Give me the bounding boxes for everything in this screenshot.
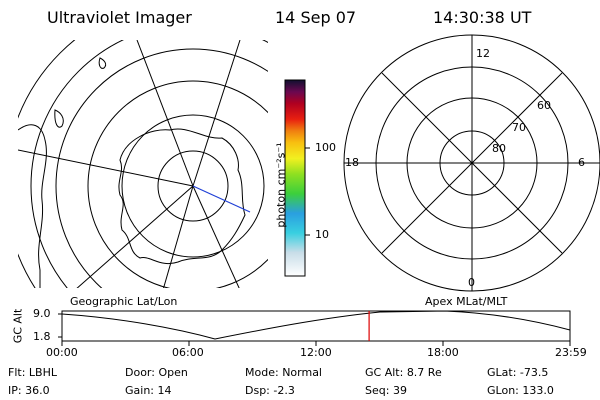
altitude-curve <box>61 310 571 340</box>
coastline <box>18 124 47 288</box>
y-tick-label-9: 9.0 <box>33 307 51 320</box>
observation-date: 14 Sep 07 <box>275 8 357 27</box>
info-ip: IP: 36.0 <box>8 384 50 397</box>
info-glat: GLat: -73.5 <box>487 366 549 379</box>
mlt-label-6: 6 <box>578 156 585 169</box>
x-tick-label: 00:00 <box>46 346 78 359</box>
lat-circle <box>30 40 268 288</box>
mlt-label-18: 18 <box>345 156 359 169</box>
y-tick-label-1.8: 1.8 <box>33 330 51 343</box>
x-tick-label: 18:00 <box>427 346 459 359</box>
lat-circle <box>121 114 265 258</box>
meridian-line <box>192 185 240 288</box>
x-tick-label: 12:00 <box>300 346 332 359</box>
mlt-label-0: 0 <box>468 276 475 289</box>
info-door: Door: Open <box>125 366 188 379</box>
instrument-title: Ultraviolet Imager <box>47 8 192 27</box>
colorbar-unit: photon cm⁻²s⁻¹ <box>274 142 288 228</box>
meridian-line <box>136 40 194 187</box>
mlt-line <box>381 72 563 254</box>
x-tick-label: 06:00 <box>172 346 204 359</box>
info-glon: GLon: 133.0 <box>487 384 554 397</box>
island-outline <box>54 109 64 128</box>
sub-satellite-track <box>192 185 251 213</box>
meridian-line <box>163 185 194 288</box>
info-flt: Flt: LBHL <box>8 366 57 379</box>
apex-label: Apex MLat/MLT <box>425 295 508 308</box>
info-mode: Mode: Normal <box>245 366 322 379</box>
mlat-label-80: 80 <box>492 142 506 155</box>
info-seq: Seq: 39 <box>365 384 407 397</box>
observation-time: 14:30:38 UT <box>433 8 532 27</box>
meridian-line <box>76 185 194 288</box>
altitude-axis-label: GC Alt <box>11 308 25 344</box>
antarctica-coastline <box>118 128 246 264</box>
x-tick-label: 23:59 <box>555 346 587 359</box>
geographic-label: Geographic Lat/Lon <box>70 295 178 308</box>
mlat-label-70: 70 <box>512 121 526 134</box>
info-gc-alt: GC Alt: 8.7 Re <box>365 366 442 379</box>
colorbar-label-10: 10 <box>315 228 329 241</box>
mlat-label-60: 60 <box>537 99 551 112</box>
meridian-line <box>192 40 241 187</box>
intensity-colorbar <box>284 79 306 277</box>
island-outline <box>98 57 107 69</box>
colorbar-label-100: 100 <box>315 141 336 154</box>
info-dsp: Dsp: -2.3 <box>245 384 295 397</box>
lat-circle <box>157 150 229 222</box>
lat-circle <box>55 48 268 288</box>
info-gain: Gain: 14 <box>125 384 172 397</box>
lat-circle <box>87 80 268 288</box>
meridian-line <box>18 149 194 187</box>
mlt-label-12: 12 <box>476 47 490 60</box>
